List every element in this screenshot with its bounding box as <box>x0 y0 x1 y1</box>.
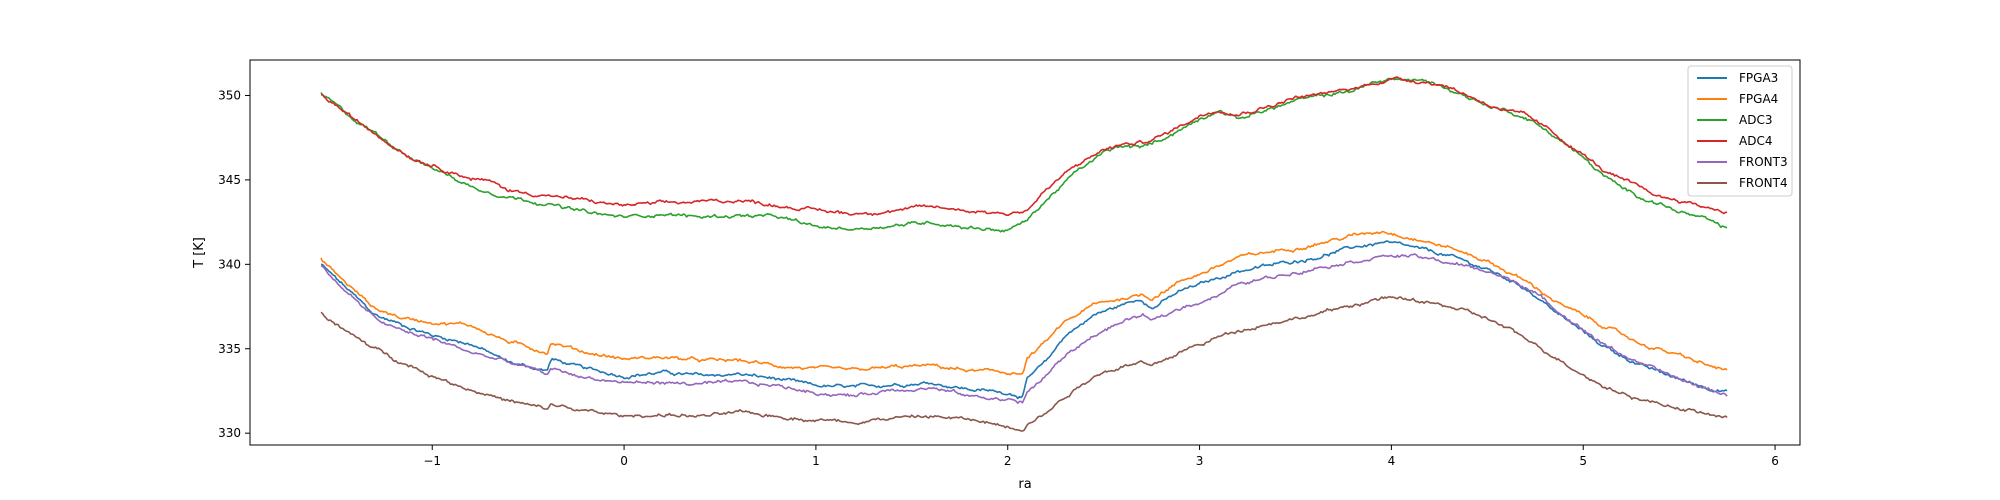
legend-label-fpga4: FPGA4 <box>1739 92 1778 106</box>
legend-label-adc4: ADC4 <box>1739 134 1772 148</box>
legend-label-fpga3: FPGA3 <box>1739 71 1778 85</box>
y-tick-label: 335 <box>218 342 241 356</box>
y-axis: 330 335 340 345 350 <box>218 88 250 440</box>
x-tick-label: 1 <box>812 454 820 468</box>
legend-label-adc3: ADC3 <box>1739 113 1772 127</box>
y-tick-label: 345 <box>218 173 241 187</box>
x-tick-label: 6 <box>1771 454 1779 468</box>
series-line-fpga4 <box>320 230 1728 376</box>
legend-label-front4: FRONT4 <box>1739 176 1788 190</box>
series-layer <box>320 76 1728 432</box>
y-tick-label: 350 <box>218 88 241 102</box>
plot-frame <box>249 59 1801 446</box>
series-line-adc4 <box>321 76 1728 216</box>
x-tick-label: 5 <box>1579 454 1587 468</box>
x-tick-label: −1 <box>423 454 441 468</box>
legend-label-front3: FRONT3 <box>1739 155 1788 169</box>
x-tick-label: 2 <box>1004 454 1012 468</box>
y-tick-label: 340 <box>218 257 241 271</box>
series-line-front3 <box>320 253 1728 405</box>
series-line-front4 <box>320 295 1728 432</box>
x-axis-label: ra <box>1018 477 1031 492</box>
y-tick-label: 330 <box>218 426 241 440</box>
y-axis-label: T [K] <box>192 237 207 269</box>
x-tick-label: 0 <box>620 454 628 468</box>
x-tick-label: 4 <box>1388 454 1396 468</box>
x-tick-label: 3 <box>1196 454 1204 468</box>
legend: FPGA3 FPGA4 ADC3 ADC4 FRONT3 FRONT4 <box>1687 65 1793 197</box>
x-axis: −1 0 1 2 3 4 5 6 <box>423 445 1779 468</box>
series-line-fpga3 <box>320 240 1728 400</box>
